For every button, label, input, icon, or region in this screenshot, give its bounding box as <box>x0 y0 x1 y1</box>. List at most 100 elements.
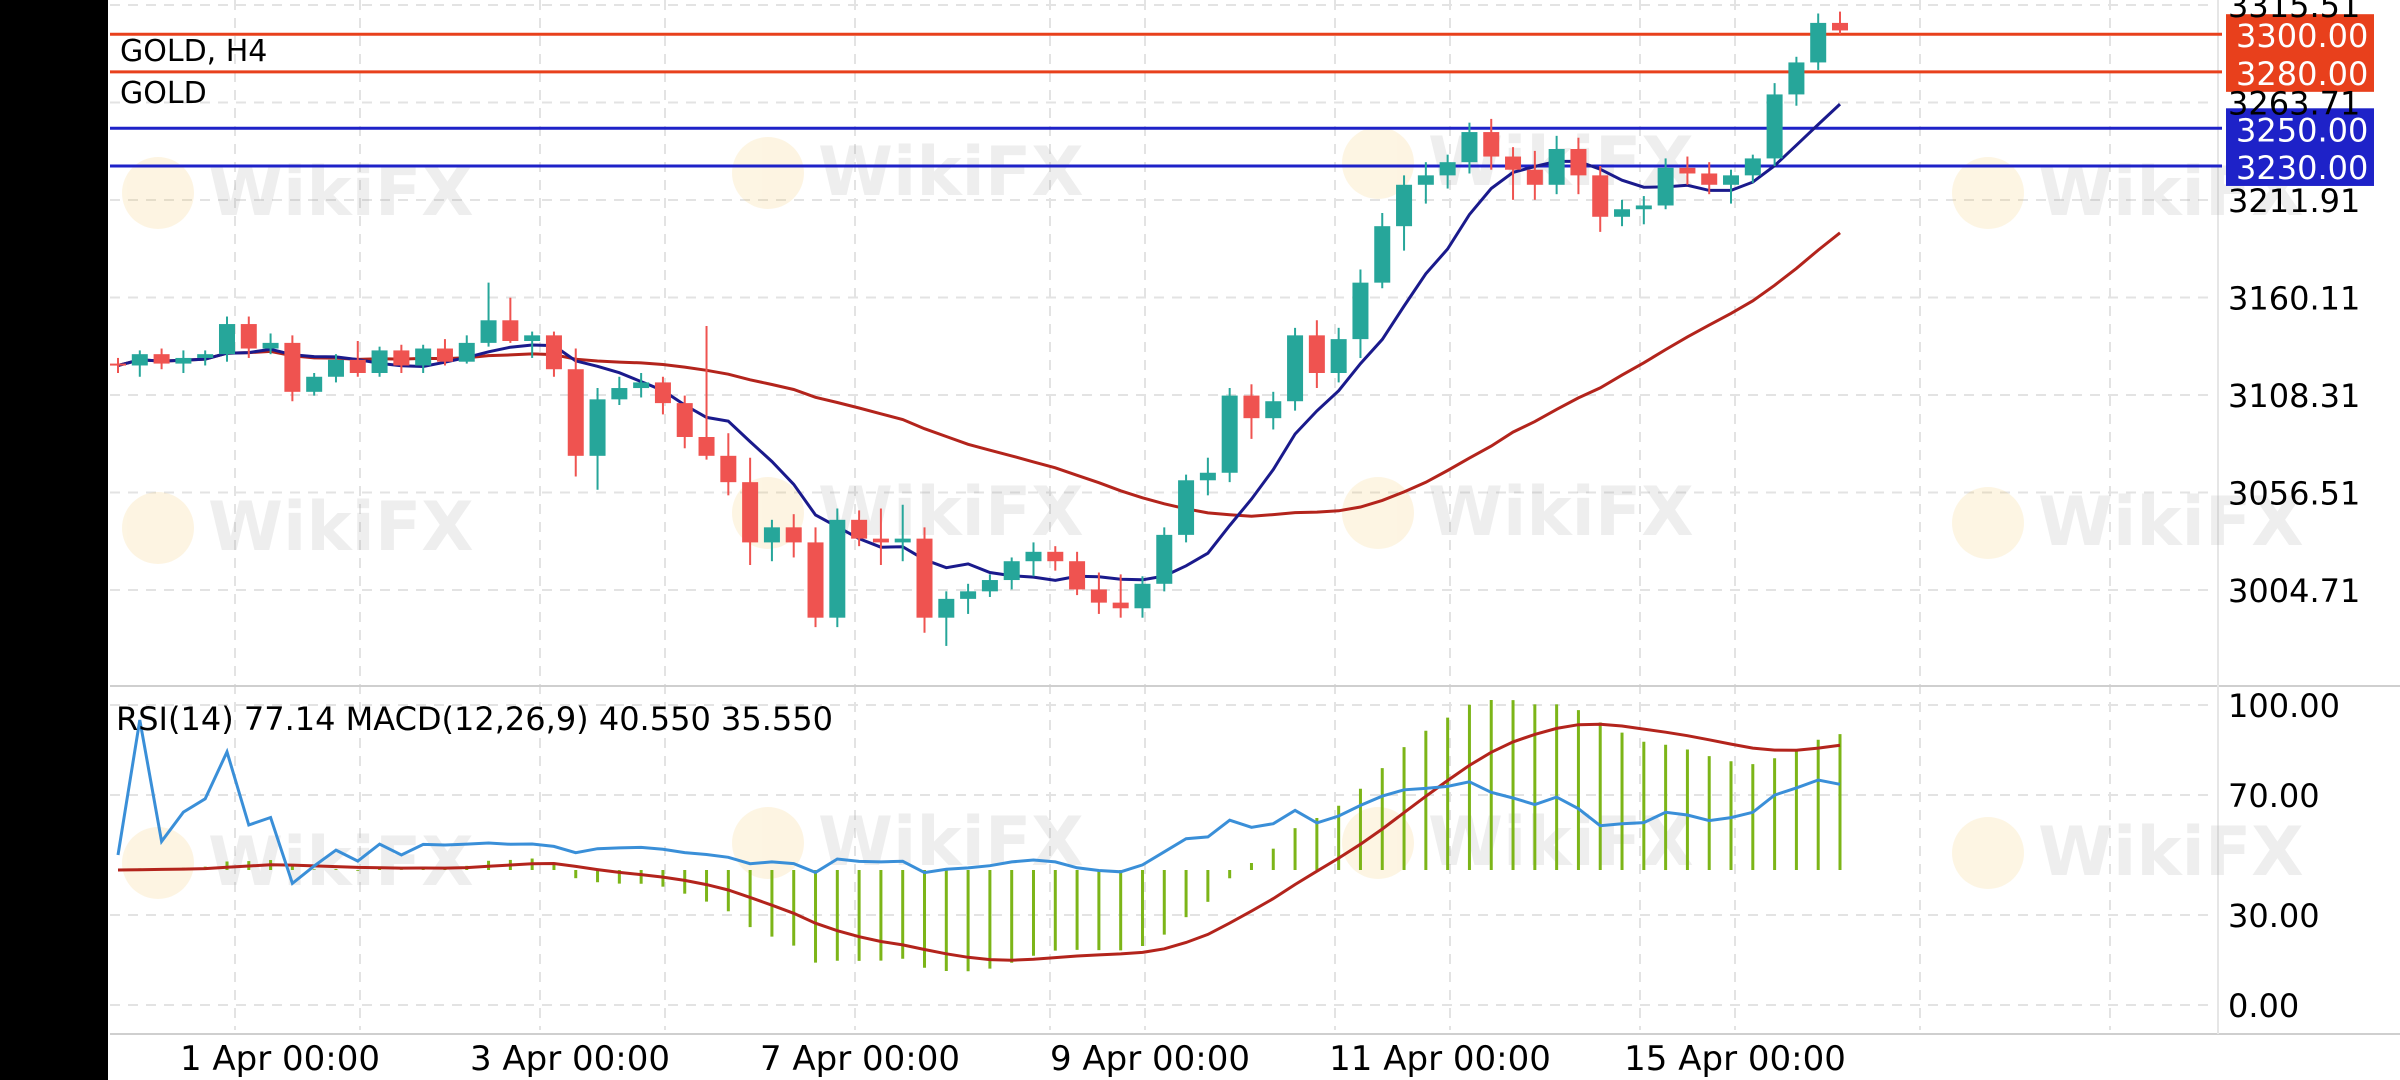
wikifx-watermark-text: WikiFX <box>208 823 474 902</box>
candle-body <box>1526 169 1543 185</box>
wikifx-logo-icon <box>122 492 194 564</box>
candle-body <box>1657 167 1674 206</box>
candle-body <box>1505 156 1522 170</box>
candle-body <box>110 363 126 366</box>
candle-body <box>851 519 868 539</box>
candle-body <box>1723 175 1740 185</box>
candle-body <box>240 324 257 349</box>
candle-body <box>1112 602 1129 609</box>
indicator-scale-label: 100.00 <box>2228 687 2340 725</box>
wikifx-logo-icon <box>732 137 804 209</box>
level-price-tag <box>2226 14 2374 55</box>
candle-body <box>894 538 911 543</box>
indicator-title: RSI(14) 77.14 MACD(12,26,9) 40.550 35.55… <box>116 700 833 738</box>
price-scale-label: 3056.51 <box>2228 475 2360 513</box>
candle-body <box>1417 175 1434 185</box>
chart-grid <box>110 0 2400 1035</box>
price-scale-label: 3315.51 <box>2228 0 2360 25</box>
candle-body <box>785 527 802 543</box>
axes: 3315.51 3263.71 3211.91 3160.11 3108.31 3056.… <box>180 0 2360 1079</box>
candle-body <box>1679 167 1696 174</box>
candle-body <box>1199 472 1216 481</box>
candle-body <box>197 354 214 358</box>
wikifx-logo-icon <box>1952 157 2024 229</box>
indicator-scale-label: 70.00 <box>2228 777 2320 815</box>
wikifx-logo-icon <box>1342 477 1414 549</box>
wikifx-logo-icon <box>1952 487 2024 559</box>
candle-body <box>1243 395 1260 419</box>
candle-body <box>524 335 541 341</box>
candle-body <box>218 324 235 355</box>
candle-body <box>807 542 824 618</box>
level-price-tag <box>2226 108 2374 149</box>
indicator-scale-label: 30.00 <box>2228 897 2320 935</box>
time-axis-label: 9 Apr 00:00 <box>1050 1039 1250 1079</box>
candle-body <box>131 354 148 366</box>
price-scale-label: 3160.11 <box>2228 280 2360 318</box>
device-left-bar <box>0 0 108 1080</box>
candle-body <box>393 350 410 366</box>
candle-body <box>545 335 562 370</box>
candle-body <box>371 350 388 373</box>
candle-body <box>1832 22 1848 31</box>
candle-body <box>1548 149 1565 185</box>
candle-body <box>1788 62 1805 95</box>
candle-body <box>1766 94 1783 159</box>
chart-area[interactable] <box>108 0 2400 1080</box>
candle-body <box>633 382 650 389</box>
candle-body <box>1570 149 1587 176</box>
level-price-label: 3300.00 <box>2236 17 2368 55</box>
wikifx-watermark-text: WikiFX <box>818 473 1084 552</box>
candle-body <box>698 436 715 456</box>
wikifx-watermark: WikiFX <box>732 803 1084 882</box>
candle-body <box>1047 551 1064 562</box>
time-axis-label: 15 Apr 00:00 <box>1624 1039 1846 1079</box>
price-scale-label: 3108.31 <box>2228 377 2360 415</box>
candle-body <box>1003 561 1020 581</box>
candle-body <box>436 348 453 362</box>
candle-body <box>1134 583 1151 609</box>
candle-body <box>567 369 584 456</box>
candle-body <box>458 342 475 362</box>
watermark-layer: WikiFX WikiFX WikiFX WikiFX WikiFX WikiFX Wiki… <box>122 123 2304 902</box>
time-axis-label: 11 Apr 00:00 <box>1329 1039 1551 1079</box>
wikifx-watermark-text: WikiFX <box>818 133 1084 212</box>
candle-body <box>415 348 432 366</box>
wikifx-watermark: WikiFX <box>1952 483 2304 562</box>
candle-body <box>1221 395 1238 473</box>
candle-body <box>327 359 344 377</box>
candle-body <box>1635 205 1652 210</box>
candle-body <box>1461 132 1478 163</box>
candle-body <box>306 376 323 392</box>
wikifx-watermark-text: WikiFX <box>208 488 474 567</box>
candle-body <box>1483 132 1500 157</box>
wikifx-logo-icon <box>732 807 804 879</box>
wikifx-watermark-text: WikiFX <box>2038 483 2304 562</box>
candle-body <box>872 538 889 543</box>
price-scale-label: 3211.91 <box>2228 182 2360 220</box>
candle-body <box>1614 209 1631 217</box>
candle-body <box>676 403 693 437</box>
wikifx-watermark: WikiFX <box>1952 813 2304 892</box>
indicator-scale-label: 0.00 <box>2228 987 2299 1025</box>
time-axis-label: 7 Apr 00:00 <box>760 1039 960 1079</box>
candle-body <box>1352 282 1369 340</box>
candle-body <box>1439 162 1456 176</box>
level-price-label: 3280.00 <box>2236 55 2368 93</box>
candle-body <box>284 342 301 392</box>
rsi-line <box>116 719 1841 886</box>
candle-body <box>1330 339 1347 373</box>
candle-body <box>1265 401 1282 419</box>
candle-body <box>1287 335 1304 402</box>
candle-body <box>981 580 998 592</box>
candle-body <box>938 598 955 618</box>
price-scale-label: 3004.71 <box>2228 572 2360 610</box>
price-scale-label: 3263.71 <box>2228 85 2360 123</box>
candle-body <box>1178 480 1195 535</box>
candle-body <box>1156 534 1173 584</box>
candle-body <box>153 354 170 364</box>
wikifx-logo-icon <box>1342 127 1414 199</box>
candle-body <box>175 357 192 364</box>
wikifx-logo-icon <box>122 827 194 899</box>
